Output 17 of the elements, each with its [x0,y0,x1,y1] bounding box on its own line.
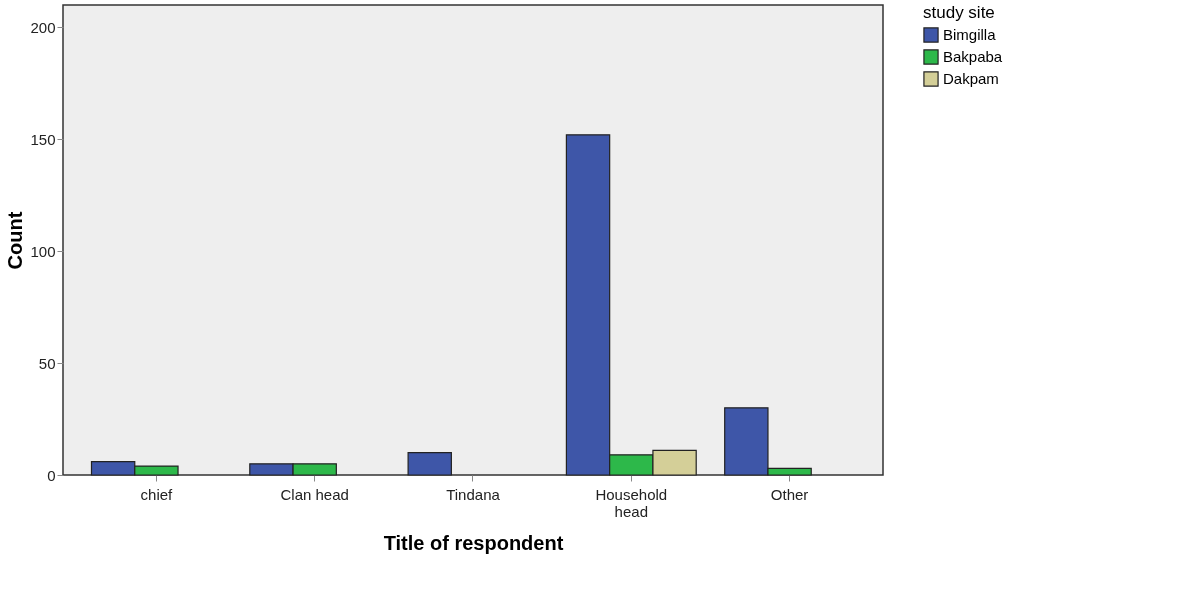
legend-label: Dakpam [943,70,999,87]
legend-label: Bakpaba [943,48,1003,65]
bar [407,452,452,476]
y-tick-label: 0 [47,466,56,484]
x-tick-label: chief [140,485,174,503]
x-tick-label: Other [770,485,809,503]
x-axis-title: Title of respondent [383,531,564,554]
x-tick-label: Household head [595,485,668,520]
y-tick-label: 200 [30,18,56,36]
y-axis-title: Count [4,211,27,270]
legend-label: Bimgilla [943,26,997,43]
y-tick-label: 100 [30,242,56,260]
x-tick-label: Clan head [280,485,349,503]
y-tick-label: 150 [30,130,56,148]
y-tick-label: 50 [38,354,56,372]
legend-title: study site [923,3,995,22]
x-tick-label: Tindana [446,485,501,503]
